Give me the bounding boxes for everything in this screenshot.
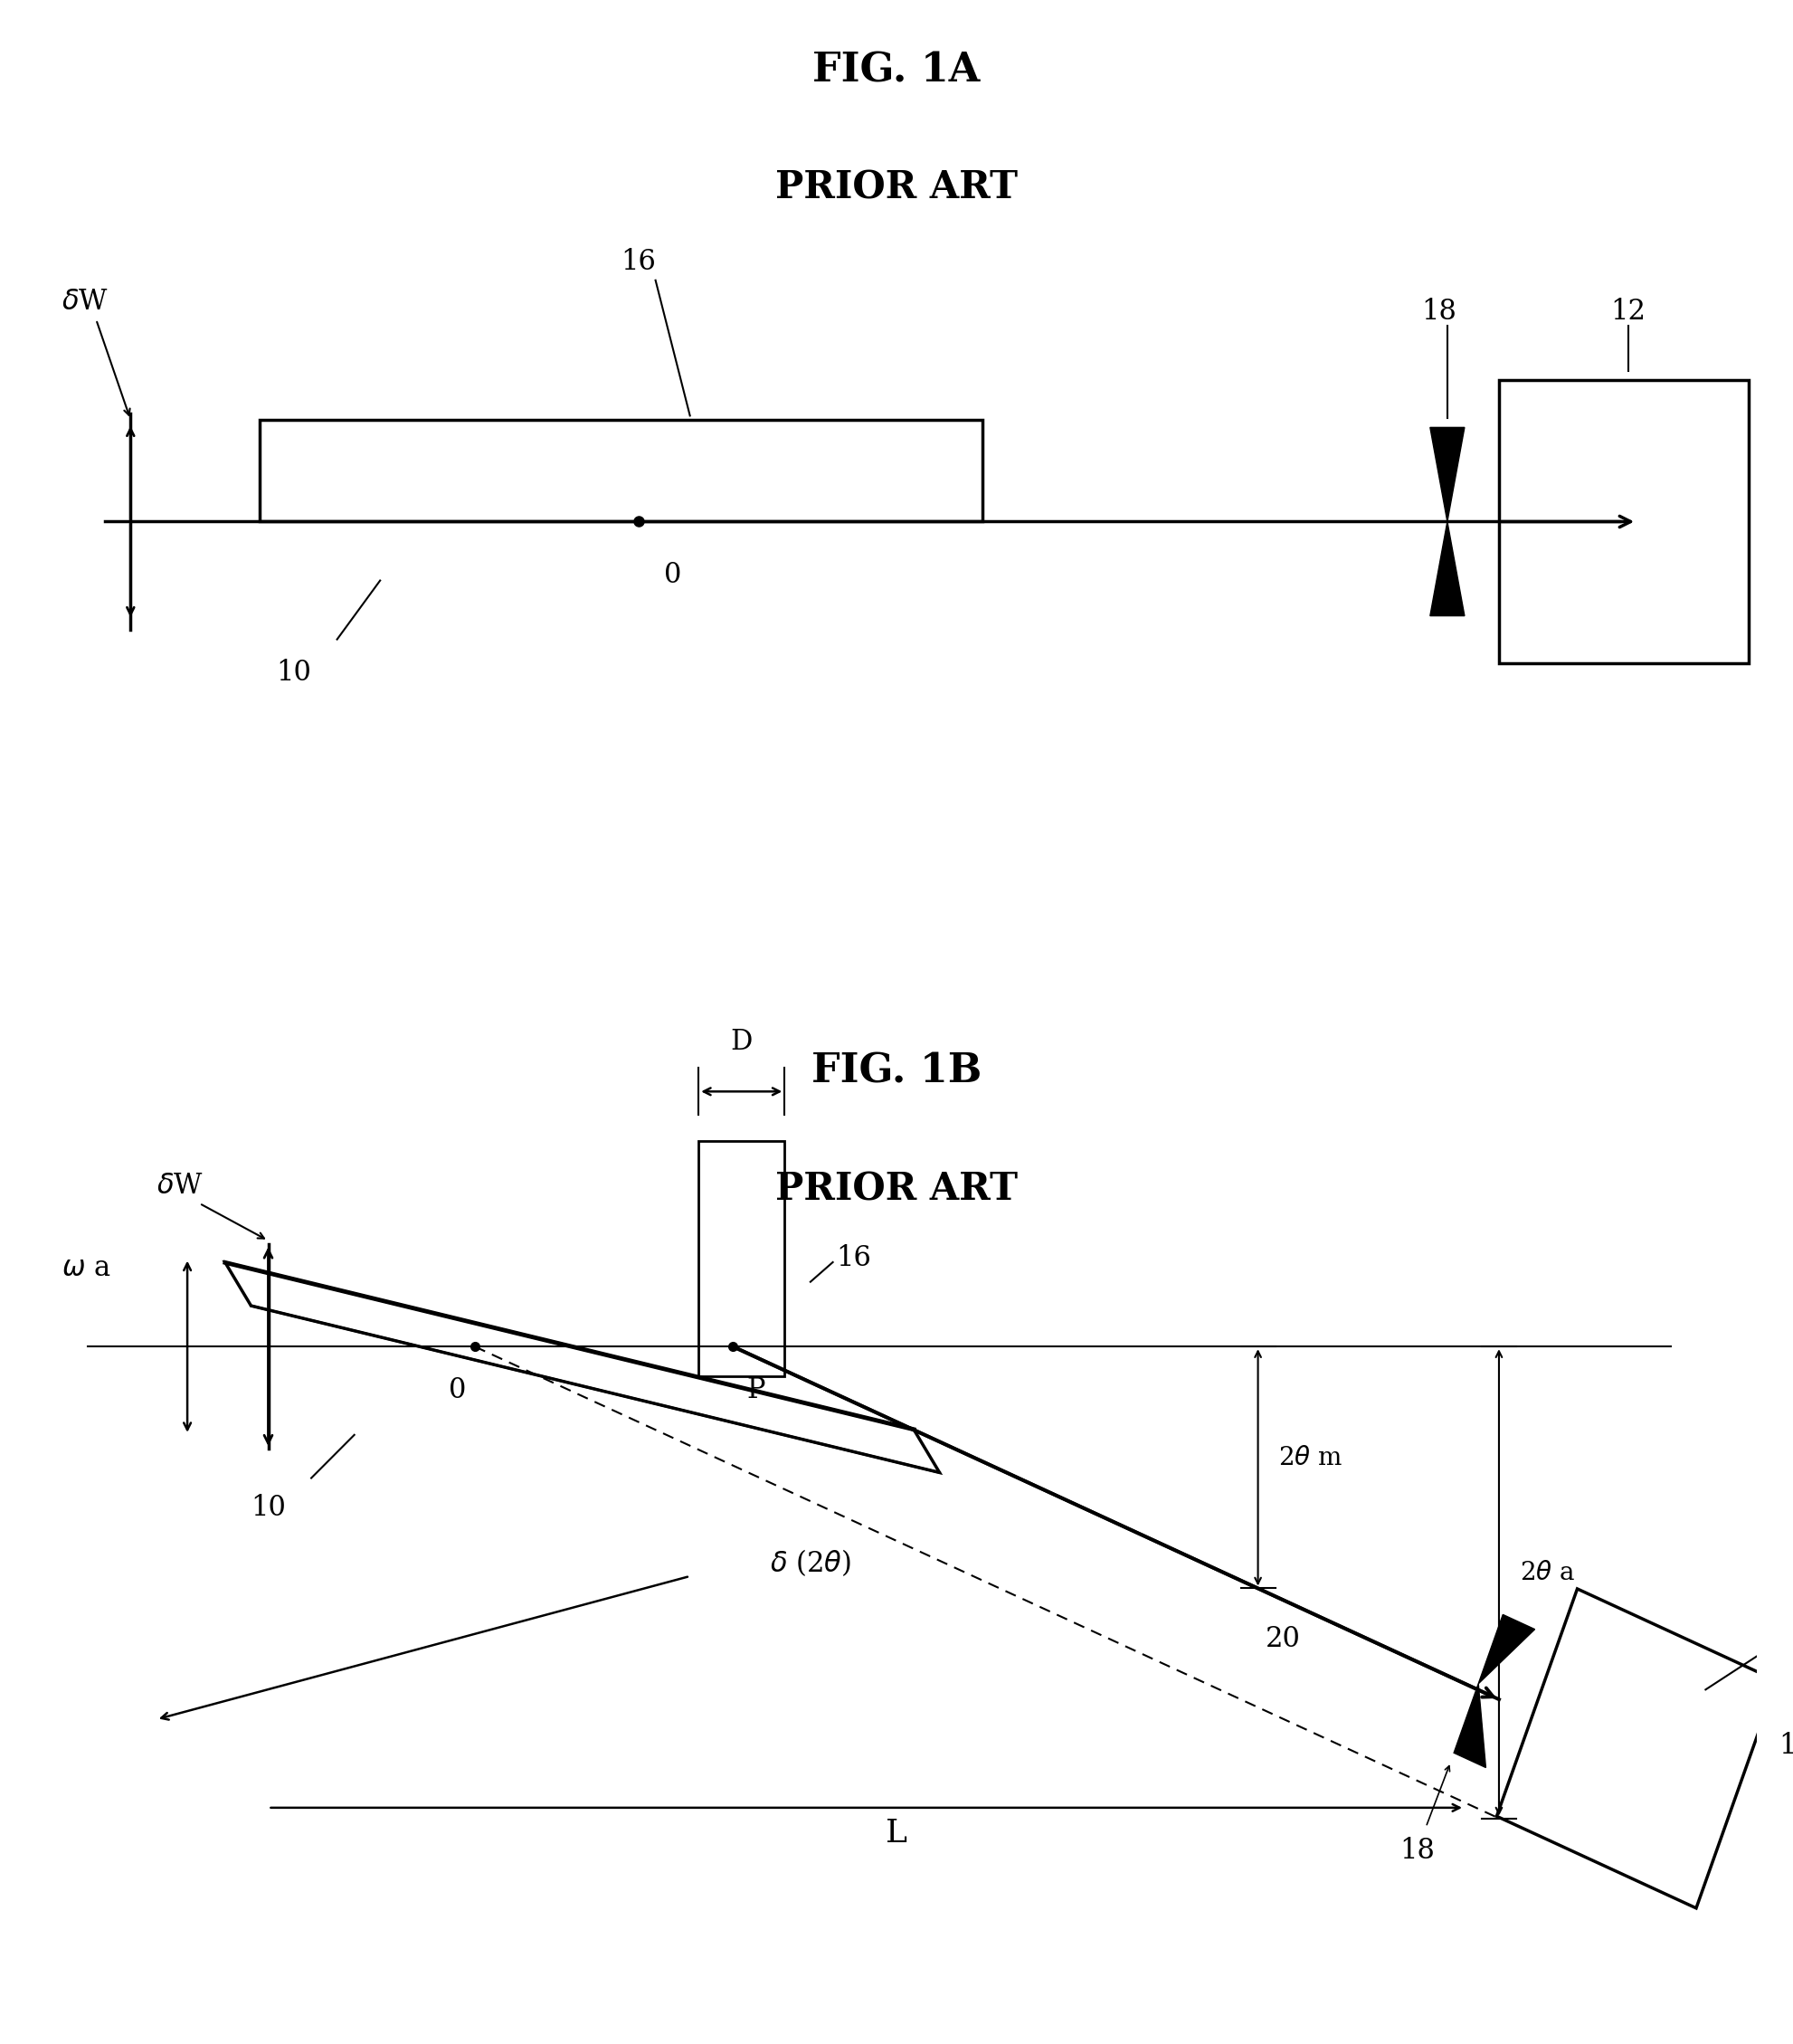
Bar	[699, 1141, 785, 1376]
Polygon shape	[1431, 521, 1465, 615]
Bar	[1497, 1588, 1777, 1909]
Text: 12: 12	[1779, 1731, 1793, 1760]
Text: $\delta$W: $\delta$W	[156, 1171, 203, 1200]
Text: 2$\theta$ m: 2$\theta$ m	[1278, 1445, 1343, 1470]
Text: PRIOR ART: PRIOR ART	[775, 168, 1018, 206]
Text: L: L	[886, 1817, 907, 1848]
Text: $\delta$ (2$\theta$): $\delta$ (2$\theta$)	[769, 1547, 852, 1578]
Text: 0: 0	[663, 560, 681, 589]
Text: 0: 0	[448, 1376, 466, 1404]
Text: 10: 10	[276, 658, 312, 687]
Text: 2$\theta$ a: 2$\theta$ a	[1520, 1560, 1574, 1584]
Polygon shape	[226, 1263, 940, 1472]
Text: FIG. 1A: FIG. 1A	[812, 51, 981, 90]
Bar	[1499, 380, 1748, 662]
Text: 20: 20	[1266, 1625, 1300, 1654]
Polygon shape	[1431, 427, 1465, 521]
Text: P: P	[746, 1376, 766, 1404]
Polygon shape	[1454, 1684, 1486, 1768]
Text: $\delta$W: $\delta$W	[61, 288, 109, 315]
Polygon shape	[1479, 1615, 1535, 1684]
Text: 18: 18	[1422, 296, 1456, 325]
Text: 10: 10	[251, 1494, 285, 1523]
Text: 16: 16	[836, 1245, 871, 1271]
Text: 16: 16	[620, 247, 656, 276]
Text: D: D	[730, 1028, 753, 1057]
Bar	[260, 419, 983, 521]
Text: FIG. 1B: FIG. 1B	[810, 1053, 983, 1091]
Text: 12: 12	[1610, 296, 1646, 325]
Text: PRIOR ART: PRIOR ART	[775, 1169, 1018, 1208]
Text: $\omega$ a: $\omega$ a	[61, 1255, 111, 1282]
Text: 18: 18	[1400, 1838, 1434, 1864]
